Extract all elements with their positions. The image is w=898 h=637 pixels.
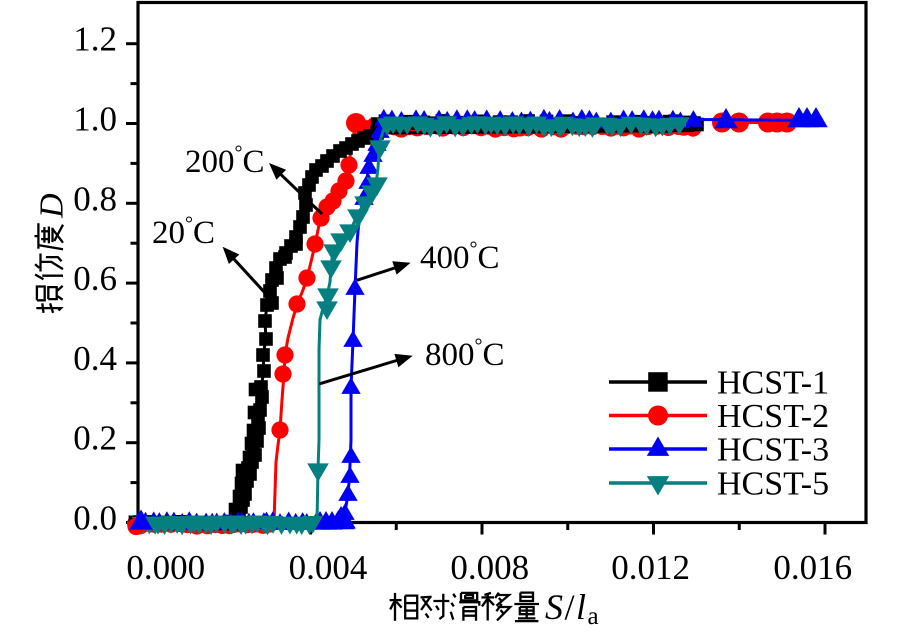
svg-text:0.008: 0.008: [450, 548, 529, 587]
svg-text:0.4: 0.4: [73, 339, 117, 378]
svg-text:HCST-2: HCST-2: [717, 398, 829, 435]
svg-text:HCST-3: HCST-3: [717, 432, 829, 469]
svg-text:D: D: [34, 193, 71, 219]
svg-text:0.8: 0.8: [73, 179, 117, 218]
svg-text:0.2: 0.2: [73, 419, 117, 458]
svg-text:0.016: 0.016: [773, 548, 852, 587]
svg-text:HCST-1: HCST-1: [717, 365, 829, 402]
svg-text:0.004: 0.004: [289, 548, 368, 587]
svg-text:0.6: 0.6: [73, 259, 117, 298]
svg-text:HCST-5: HCST-5: [717, 466, 829, 503]
svg-text:800°C: 800°C: [425, 335, 505, 373]
svg-text:0.012: 0.012: [611, 548, 690, 587]
svg-text:200°C: 200°C: [185, 142, 265, 180]
svg-text:20°C: 20°C: [152, 213, 215, 251]
svg-text:0.000: 0.000: [126, 548, 205, 587]
svg-text:400°C: 400°C: [420, 238, 500, 276]
svg-text:1.0: 1.0: [73, 100, 117, 139]
svg-text:1.2: 1.2: [73, 20, 117, 59]
svg-text:0.0: 0.0: [73, 499, 117, 538]
